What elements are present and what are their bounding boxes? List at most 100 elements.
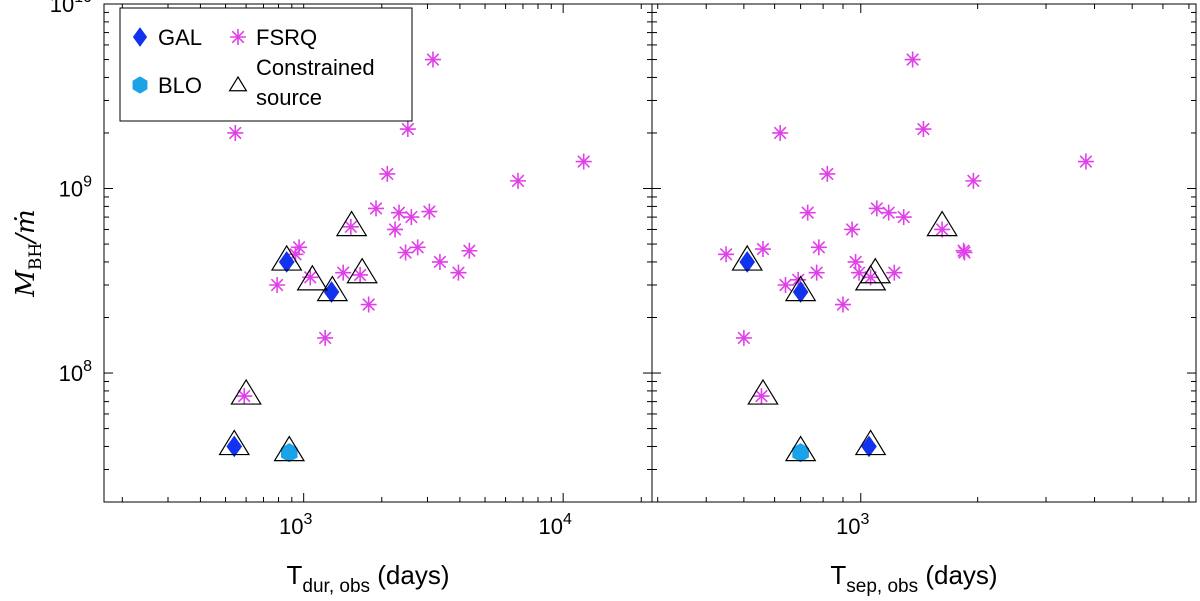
gal-point [792,281,809,303]
gal-point [739,251,756,273]
fsrq-point [379,165,396,182]
constrained-point [296,264,329,291]
legend-item-gal: GAL [132,25,202,50]
fsrq-point [847,253,864,270]
fsrq-point [754,241,771,258]
fsrq-point [799,204,816,221]
fsrq-point [387,221,404,238]
constrained-point [859,257,892,284]
constrained-point [230,378,262,405]
constrained-point [335,210,368,237]
legend-label: FSRQ [256,25,317,50]
fsrq-point [862,269,879,286]
fsrq-point [886,264,903,281]
x-tick-label: 103 [836,511,869,539]
fsrq-point [777,276,794,293]
legend-marker-gal [132,27,148,47]
fsrq-point [844,221,861,238]
fsrq-point [302,269,319,286]
legend-marker-fsrq [230,29,246,45]
panel-right: 103 Tsep, obs (days) [651,3,1197,597]
constrained-point [854,429,887,456]
fsrq-point [287,246,304,263]
fsrq-point [269,276,286,293]
constrained-point [784,435,817,462]
fsrq-point [808,264,825,281]
fsrq-point [399,121,416,138]
fsrq-point [810,239,827,256]
fsrq-point [403,209,420,226]
constrained-point [270,244,303,271]
fsrq-point [317,329,334,346]
fsrq-point [236,388,253,405]
legend-box [119,7,413,122]
legend: GAL FSRQ BLO Constrained source [119,7,413,122]
fsrq-point [461,242,478,259]
fsrq-point [735,329,752,346]
fsrq-point [868,200,885,217]
constrained-point [218,429,251,456]
fsrq-point [397,244,414,261]
fsrq-point [342,218,359,235]
plot-frame-right [651,3,1197,503]
fsrq-point [753,388,770,405]
fsrq-point [360,296,377,313]
axes-layer: 103 104 Tdur, obs (days) 103 Tsep, obs (days… [11,0,1197,597]
fsrq-point [851,264,868,281]
gal-point [861,435,877,458]
fsrq-point [431,253,448,270]
gal-point [226,435,243,458]
fsrq-point [409,239,426,256]
fsrq-point [227,124,244,141]
fsrq-point [956,244,973,261]
legend-marker-constrained [228,75,248,92]
gal-point [323,281,340,303]
fsrq-point [352,266,369,283]
gal-point [278,251,295,273]
fsrq-point [575,153,592,170]
fsrq-point [965,172,982,189]
marks-left [218,51,592,463]
fsrq-point [772,124,789,141]
y-axis-label: MBH/ṁ [11,209,46,297]
fsrq-point [934,221,951,238]
fsrq-point [421,203,438,220]
constrained-point [316,275,349,302]
fsrq-point [895,209,912,226]
marks-layer [218,51,1094,463]
legend-item-fsrq: FSRQ [230,25,317,50]
y-tick-label: 109 [59,174,92,202]
fsrq-point [915,121,932,138]
y-tick-label: 1010 [50,0,92,17]
legend-label-line: source [256,85,322,110]
legend-label: BLO [158,73,202,98]
marks-right [718,51,1094,463]
y-tick-label: 108 [59,358,92,386]
fsrq-point [424,51,441,68]
legend-item-blo: BLO [132,73,202,98]
constrained-point [926,210,958,237]
fsrq-point [880,204,897,221]
legend-label: GAL [158,25,202,50]
x-tick-label: 103 [279,511,312,539]
legend-label-line: Constrained [256,55,375,80]
panel-left: 103 104 Tdur, obs (days) [103,3,653,597]
fsrq-point [718,246,735,263]
x-tick-label: 104 [538,511,571,539]
constrained-point [731,244,763,271]
x-axis-label-left: Tdur, obs (days) [287,560,450,597]
fsrq-point [1077,153,1094,170]
fsrq-point [390,204,407,221]
legend-item-constrained: Constrained source [228,55,375,110]
fsrq-point [368,200,385,217]
constrained-point [273,435,306,462]
constrained-point [747,378,779,405]
fsrq-point [834,296,851,313]
x-axis-label-right: Tsep, obs (days) [830,560,997,597]
fsrq-point [819,165,836,182]
fsrq-point [291,239,308,256]
constrained-point [784,275,817,302]
constrained-point [346,257,378,284]
fsrq-point [510,172,527,189]
